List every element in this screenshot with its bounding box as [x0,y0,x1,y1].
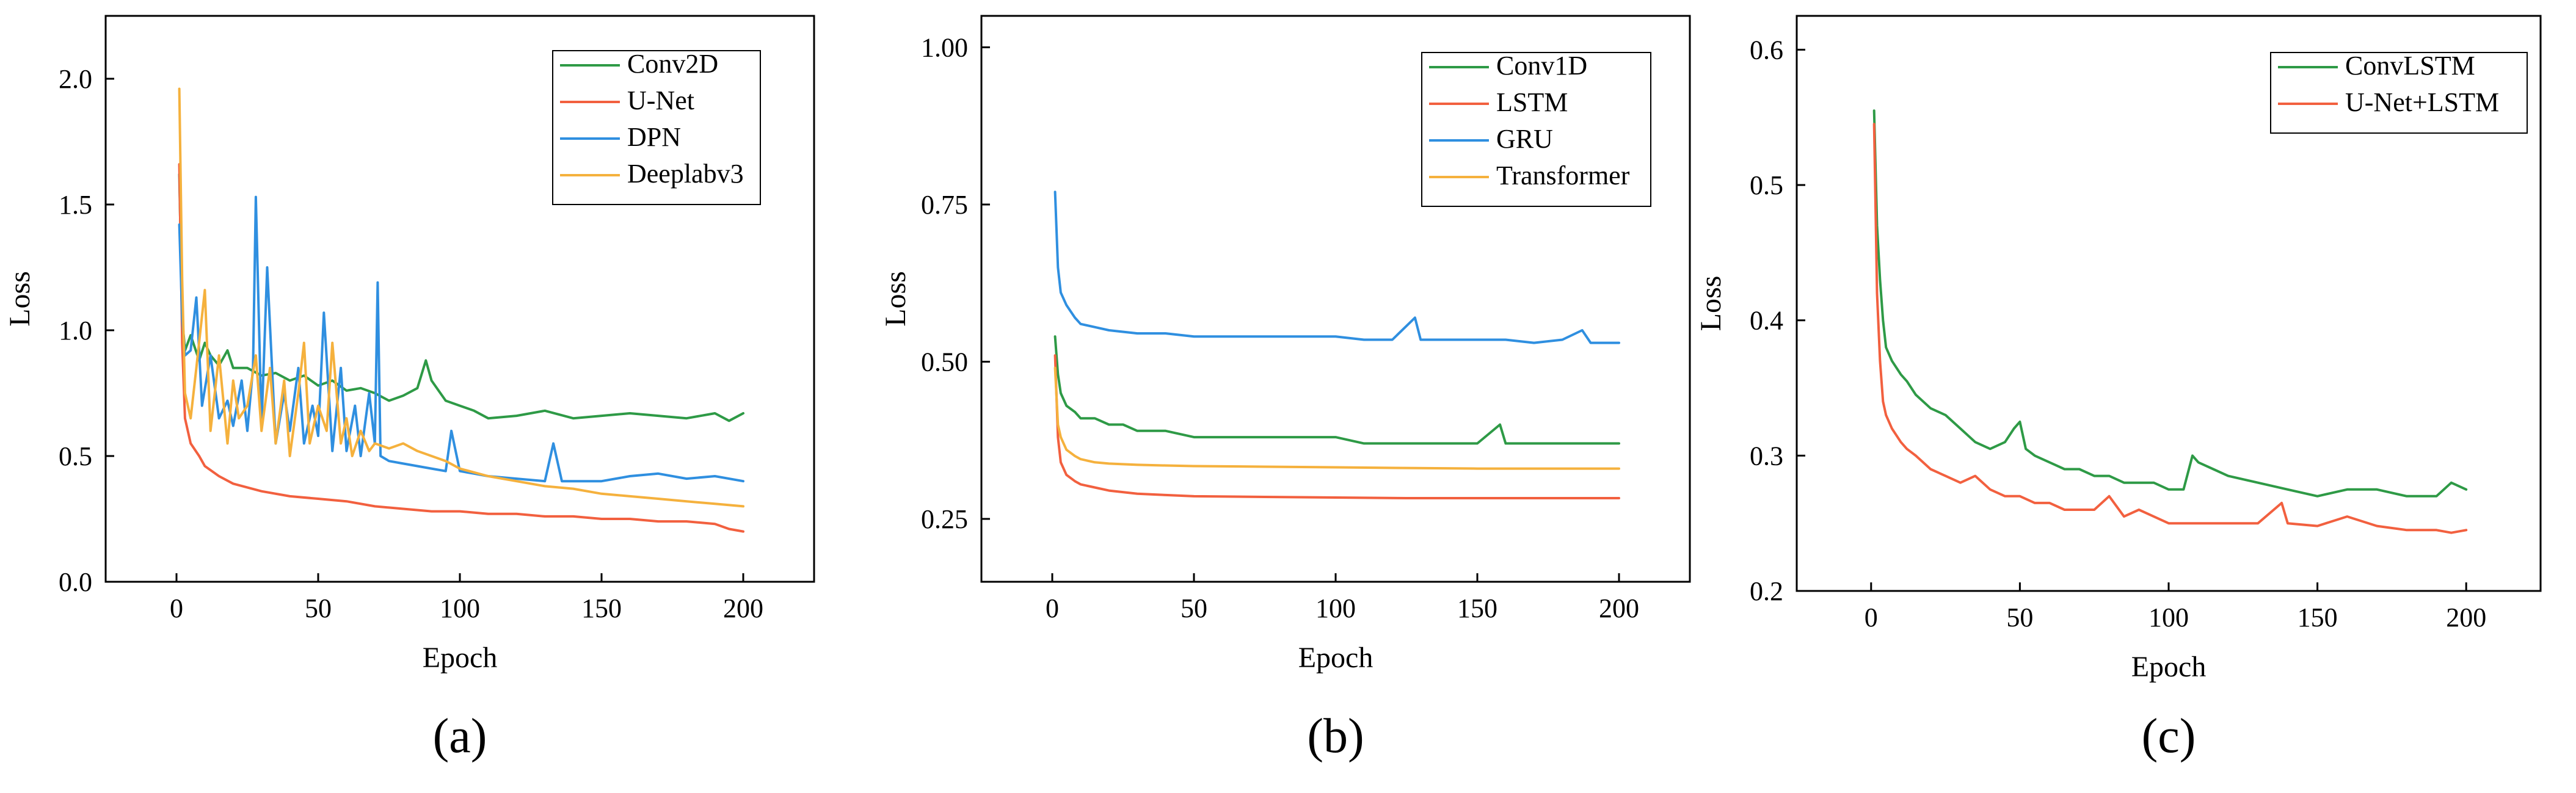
x-axis-title: Epoch [1298,642,1374,674]
y-tick-label: 1.00 [921,33,968,63]
x-tick-label: 0 [1865,603,1878,632]
chart-panel-3: 0 50 100 150 200 0.2 0.3 0.4 0.5 0.6 Epoch Loss Conv… [1695,15,2542,763]
x-axis-title: Epoch [423,642,498,674]
x-tick-label: 100 [440,593,480,623]
y-tick-label: 0.25 [921,504,968,534]
x-tick-label: 200 [2446,603,2486,632]
legend-box [552,50,761,205]
legend-label: Conv1D [1496,51,1587,81]
panel-caption: (b) [1307,709,1364,763]
x-tick-label: 100 [1315,593,1356,623]
series-line-u-net [178,163,744,533]
y-tick-label: 1.5 [59,190,92,220]
x-tick-label: 50 [1181,593,1207,623]
y-tick-label: 1.0 [59,316,92,346]
y-tick-label: 2.0 [59,64,92,94]
panel-caption: (c) [2142,709,2196,763]
x-tick-label: 150 [1457,593,1497,623]
y-tick-label: 0.4 [1750,306,1783,336]
x-tick-label: 200 [1599,593,1639,623]
x-tick-label: 100 [2148,603,2189,632]
legend-label: LSTM [1496,87,1568,117]
series-group [1053,190,1620,499]
series-line-convlstm [1872,109,2468,498]
legend-label: Transformer [1496,161,1630,190]
chart-panel-1: 0 50 100 150 200 0.0 0.5 1.0 1.5 2.0 Epoch Loss Conv… [4,15,815,763]
series-line-conv1d [1053,335,1620,445]
legend-label: Conv2D [627,49,718,79]
legend-label: DPN [627,122,681,152]
legend-label: Deeplabv3 [627,159,744,189]
y-tick-label: 0.5 [59,441,92,471]
legend-label: U-Net+LSTM [2345,87,2499,117]
x-tick-label: 50 [2006,603,2033,632]
series-group [178,87,744,533]
y-tick-label: 0.5 [1750,170,1783,200]
x-axis-title: Epoch [2131,651,2207,683]
series-line-u-net-lstm [1872,123,2468,534]
panel-caption: (a) [433,709,487,763]
legend: Conv2D U-Net DPN Deeplabv3 [552,49,761,205]
y-tick-label: 0.3 [1750,441,1783,471]
series-line-transformer [1053,366,1620,470]
legend-label: ConvLSTM [2345,51,2475,81]
x-tick-label: 200 [723,593,763,623]
y-tick-label: 0.50 [921,347,968,377]
series-group [1872,109,2468,534]
y-axis-title: Loss [879,271,912,327]
y-tick-label: 0.6 [1750,35,1783,65]
y-tick-label: 0.75 [921,190,968,220]
legend-box [1421,52,1651,207]
series-line-deeplabv3 [178,87,744,508]
legend: Conv1D LSTM GRU Transformer [1421,51,1651,207]
y-axis-title: Loss [4,271,36,327]
x-tick-label: 50 [305,593,332,623]
series-line-gru [1053,190,1620,344]
x-tick-label: 150 [581,593,622,623]
series-line-lstm [1053,354,1620,499]
y-tick-label: 0.0 [59,567,92,597]
y-tick-label: 0.2 [1750,576,1783,606]
chart-panel-2: 0 50 100 150 200 0.25 0.50 0.75 1.00 Epoch Loss Con… [879,15,1691,763]
legend: ConvLSTM U-Net+LSTM [2270,51,2528,134]
x-tick-label: 0 [1046,593,1059,623]
y-axis-title: Loss [1695,276,1727,331]
legend-label: U-Net [627,85,694,115]
series-line-dpn [178,195,744,483]
x-tick-label: 150 [2298,603,2338,632]
legend-label: GRU [1496,124,1553,154]
x-tick-label: 0 [170,593,183,623]
